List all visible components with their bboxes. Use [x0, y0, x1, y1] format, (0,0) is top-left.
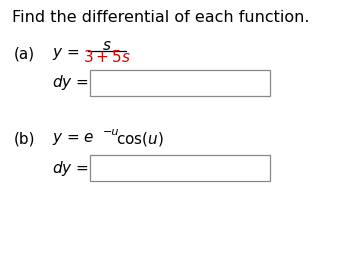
Text: Find the differential of each function.: Find the differential of each function. — [12, 9, 309, 25]
Text: −u: −u — [103, 127, 119, 137]
Text: (b): (b) — [14, 131, 36, 146]
Text: $dy$ =: $dy$ = — [52, 158, 89, 177]
FancyBboxPatch shape — [90, 155, 270, 181]
Text: $dy$ =: $dy$ = — [52, 73, 89, 93]
FancyBboxPatch shape — [90, 70, 270, 96]
Text: $3 + 5s$: $3 + 5s$ — [83, 49, 131, 65]
Text: $\cos(u)$: $\cos(u)$ — [116, 130, 164, 148]
Text: $y$ =: $y$ = — [52, 46, 79, 62]
Text: $y$ = $e$: $y$ = $e$ — [52, 131, 95, 147]
Text: $s$: $s$ — [102, 39, 112, 54]
Text: (a): (a) — [14, 47, 35, 61]
